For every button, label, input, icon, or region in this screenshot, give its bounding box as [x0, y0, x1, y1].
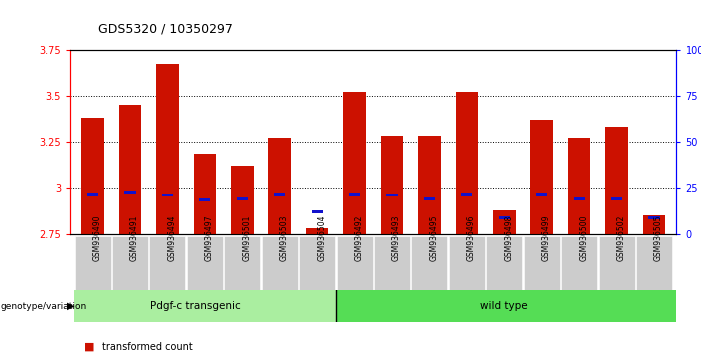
FancyBboxPatch shape	[336, 290, 676, 322]
Text: ■: ■	[84, 342, 95, 352]
Bar	[349, 193, 360, 196]
Bar	[199, 198, 210, 201]
Text: GSM936497: GSM936497	[205, 215, 214, 261]
Bar	[274, 193, 285, 196]
Bar	[643, 215, 665, 234]
FancyBboxPatch shape	[374, 236, 410, 290]
FancyBboxPatch shape	[149, 236, 185, 290]
Bar	[498, 216, 510, 218]
FancyBboxPatch shape	[336, 236, 372, 290]
Bar	[461, 193, 472, 196]
Text: genotype/variation: genotype/variation	[1, 302, 87, 311]
Bar	[606, 127, 628, 234]
Text: GSM936496: GSM936496	[467, 215, 476, 261]
Text: GSM936490: GSM936490	[93, 215, 102, 261]
FancyBboxPatch shape	[411, 236, 447, 290]
FancyBboxPatch shape	[599, 236, 634, 290]
Bar	[573, 197, 585, 200]
Bar	[424, 197, 435, 200]
FancyBboxPatch shape	[449, 236, 485, 290]
Bar	[568, 138, 590, 234]
FancyBboxPatch shape	[187, 236, 223, 290]
Text: GDS5320 / 10350297: GDS5320 / 10350297	[98, 22, 233, 35]
Text: GSM936504: GSM936504	[317, 215, 326, 261]
FancyBboxPatch shape	[74, 236, 111, 290]
Bar	[343, 92, 366, 234]
Text: Pdgf-c transgenic: Pdgf-c transgenic	[150, 301, 241, 311]
Text: GSM936501: GSM936501	[243, 215, 251, 261]
FancyBboxPatch shape	[74, 290, 336, 322]
Text: GSM936502: GSM936502	[617, 215, 625, 261]
FancyBboxPatch shape	[261, 236, 298, 290]
Bar	[81, 118, 104, 234]
Bar	[306, 228, 328, 234]
Bar	[493, 210, 515, 234]
Bar	[531, 120, 553, 234]
Text: GSM936494: GSM936494	[168, 215, 177, 261]
Bar	[237, 197, 248, 200]
Bar	[162, 194, 173, 196]
Text: GSM936495: GSM936495	[430, 215, 438, 261]
Text: GSM936499: GSM936499	[542, 215, 551, 261]
Bar	[536, 193, 547, 196]
Bar	[124, 191, 135, 194]
Bar	[193, 154, 216, 234]
FancyBboxPatch shape	[562, 236, 597, 290]
Bar	[381, 136, 403, 234]
Text: GSM936500: GSM936500	[579, 215, 588, 261]
Bar	[268, 138, 291, 234]
Bar	[386, 194, 397, 196]
Bar	[648, 216, 660, 218]
Bar	[87, 193, 98, 195]
Bar	[456, 92, 478, 234]
FancyBboxPatch shape	[524, 236, 559, 290]
FancyBboxPatch shape	[636, 236, 672, 290]
Bar	[311, 210, 322, 213]
Bar	[156, 64, 179, 234]
Bar	[418, 136, 441, 234]
FancyBboxPatch shape	[486, 236, 522, 290]
Text: wild type: wild type	[480, 301, 528, 311]
Text: GSM936492: GSM936492	[355, 215, 364, 261]
Text: ▶: ▶	[67, 301, 74, 311]
Text: GSM936503: GSM936503	[280, 215, 289, 261]
FancyBboxPatch shape	[224, 236, 260, 290]
Text: GSM936498: GSM936498	[504, 215, 513, 261]
FancyBboxPatch shape	[112, 236, 148, 290]
Text: GSM936505: GSM936505	[654, 215, 663, 261]
Bar	[118, 105, 141, 234]
FancyBboxPatch shape	[299, 236, 335, 290]
Bar	[231, 166, 254, 234]
Text: GSM936491: GSM936491	[130, 215, 139, 261]
Text: GSM936493: GSM936493	[392, 215, 401, 261]
Bar	[611, 197, 622, 200]
Text: transformed count: transformed count	[102, 342, 192, 352]
